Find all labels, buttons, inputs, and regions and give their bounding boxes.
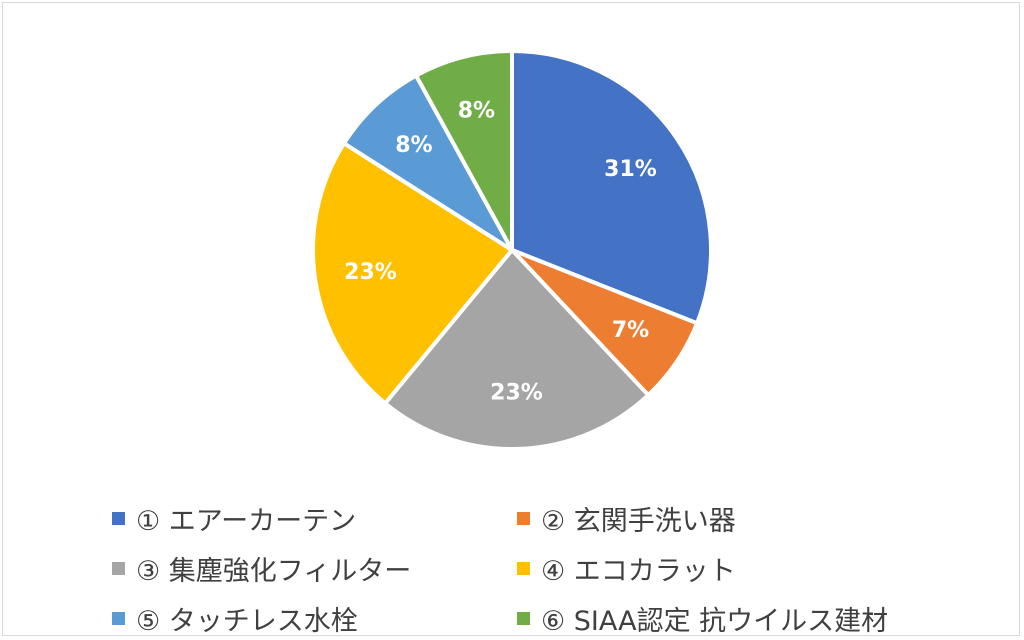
pie-slice-label-4: 23%	[344, 260, 397, 285]
pie-slice-6	[414, 49, 514, 252]
pie-slice-4	[311, 141, 514, 406]
legend-swatch-1	[112, 511, 125, 525]
legend-swatch-6	[517, 611, 530, 625]
legend-item-2: ② 玄関手洗い器	[517, 497, 957, 539]
pie-slice-1	[510, 49, 713, 326]
pie-slices	[311, 49, 713, 451]
legend-label-6: ⑥ SIAA認定 抗ウイルス建材	[541, 605, 889, 637]
legend-item-4: ④ エコカラット	[517, 547, 957, 589]
legend-label-5: ⑤ タッチレス水栓	[136, 605, 358, 637]
legend-item-5: ⑤ タッチレス水栓	[112, 597, 517, 639]
legend-label-2: ② 玄関手洗い器	[541, 505, 736, 537]
legend-swatch-3	[112, 561, 125, 575]
legend-label-4: ④ エコカラット	[541, 555, 736, 587]
legend: ① エアーカーテン ② 玄関手洗い器 ③ 集塵強化フィルター ④ エコカラット …	[112, 497, 972, 639]
legend-label-3: ③ 集塵強化フィルター	[136, 555, 412, 587]
legend-item-1: ① エアーカーテン	[112, 497, 517, 539]
legend-label-1: ① エアーカーテン	[136, 505, 357, 537]
legend-item-3: ③ 集塵強化フィルター	[112, 547, 517, 589]
pie-slice-label-6: 8%	[458, 99, 495, 124]
pie-value-labels: 31% 7% 23% 23% 8% 8%	[344, 99, 657, 406]
legend-item-6: ⑥ SIAA認定 抗ウイルス建材	[517, 597, 957, 639]
pie-slice-label-2: 7%	[612, 318, 649, 343]
legend-swatch-5	[112, 611, 125, 625]
pie-slice-label-5: 8%	[395, 133, 432, 158]
legend-swatch-4	[517, 561, 530, 575]
pie-slice-label-1: 31%	[604, 157, 657, 182]
pie-chart: 31% 7% 23% 23% 8% 8%	[311, 49, 713, 451]
legend-swatch-2	[517, 511, 530, 525]
pie-slice-label-3: 23%	[490, 381, 543, 406]
pie-slice-3	[383, 248, 651, 451]
